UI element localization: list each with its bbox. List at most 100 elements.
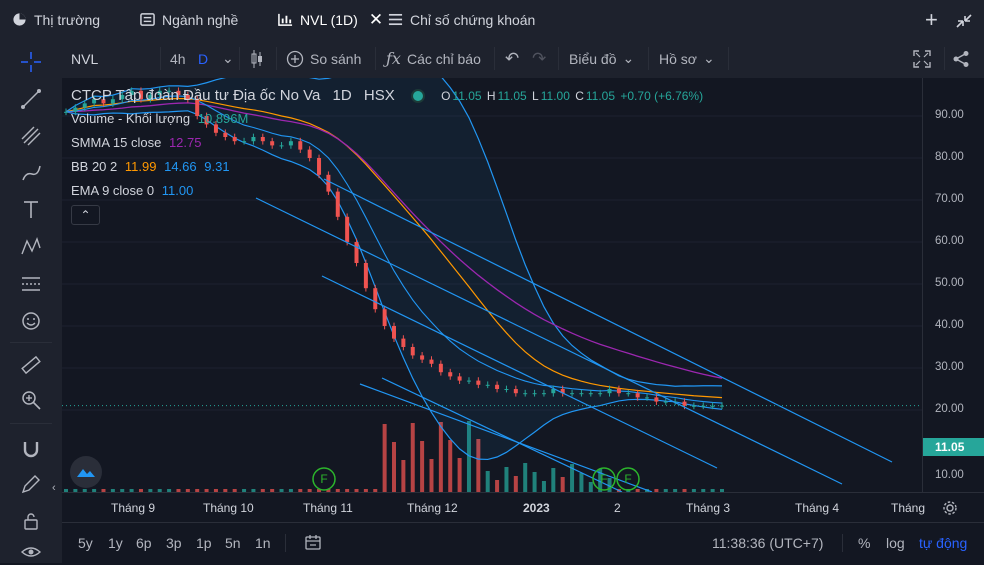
date-range-icon[interactable] (304, 534, 322, 555)
interval-4h[interactable]: 4h (170, 39, 186, 78)
lock-icon[interactable] (18, 508, 44, 534)
candle-body (260, 137, 265, 142)
volume-bar (120, 489, 125, 492)
interval-d-label: D (198, 50, 209, 67)
volume-bar (466, 421, 471, 492)
range-1y[interactable]: 1y (108, 535, 123, 551)
compare-label: So sánh (310, 50, 362, 67)
collapse-legend-button[interactable]: ⌃ (71, 205, 100, 225)
candle-body (607, 389, 612, 394)
pitchfork-icon[interactable] (18, 123, 44, 149)
collapse-icon[interactable] (955, 13, 973, 29)
volume-bar (110, 489, 115, 492)
brush-icon[interactable] (18, 160, 44, 186)
ema-line (65, 95, 723, 404)
expand-arrow-icon[interactable]: ‹ (52, 482, 56, 494)
zoom-in-icon[interactable] (18, 387, 44, 413)
volume-bar (673, 489, 678, 492)
interval-d[interactable]: D (198, 39, 208, 78)
range-1n[interactable]: 1n (255, 535, 271, 551)
toolbar-divider (285, 534, 286, 552)
volume-bar (541, 481, 546, 492)
volume-legend[interactable]: Volume - Khối lượng 10.896M (71, 111, 248, 126)
smma-label: SMMA 15 close (71, 135, 162, 150)
price-axis[interactable]: 90.00 80.00 70.00 60.00 50.00 40.00 30.0… (922, 78, 984, 492)
price-tick: 50.00 (935, 277, 964, 289)
volume-bar (148, 489, 153, 492)
candle-body (495, 384, 500, 389)
undo-icon[interactable]: ↶ (505, 48, 520, 68)
crosshair-icon[interactable] (18, 49, 44, 75)
volume-bar (73, 489, 78, 492)
candle-body (195, 99, 200, 116)
volume-bar (420, 441, 425, 492)
volume-bar (588, 482, 593, 492)
candle-body (570, 393, 575, 395)
bb-legend[interactable]: BB 20 2 11.99 14.66 9.31 (71, 159, 230, 174)
log-scale-toggle[interactable]: log (886, 535, 905, 551)
symbol-search[interactable]: NVL (71, 39, 98, 78)
market-status-icon (410, 89, 425, 104)
smma-line (65, 102, 723, 379)
tab-nvl-label: NVL (1D) (300, 11, 358, 28)
profile-dropdown[interactable]: Hồ sơ ⌄ (659, 39, 715, 78)
range-5y[interactable]: 5y (78, 535, 93, 551)
auto-scale-toggle[interactable]: tự động (919, 535, 968, 551)
range-5n[interactable]: 5n (225, 535, 241, 551)
volume-bar (701, 489, 706, 492)
list-icon (140, 13, 155, 26)
trend-line-icon[interactable] (18, 86, 44, 112)
ema-legend[interactable]: EMA 9 close 0 11.00 (71, 183, 193, 198)
tab-industry-label: Ngành nghề (162, 11, 239, 28)
volume-bar (438, 422, 443, 492)
percent-scale-toggle[interactable]: % (858, 535, 871, 551)
volume-bar (382, 424, 387, 492)
pencil-lock-icon[interactable] (18, 471, 44, 497)
measure-icon[interactable] (18, 271, 44, 297)
tab-nvl-chart[interactable]: NVL (1D) ✕ (278, 0, 384, 41)
candle-body (335, 191, 340, 217)
range-3p[interactable]: 3p (166, 535, 182, 551)
volume-bar (476, 439, 481, 492)
candle-body (101, 99, 106, 104)
chart-pane[interactable]: F F F CTCP Tập đoàn Đầu tư Địa ốc No Va 1D… (62, 78, 922, 492)
range-1p[interactable]: 1p (196, 535, 212, 551)
candle-body (120, 95, 125, 100)
text-tool-icon[interactable] (18, 197, 44, 223)
legend-exchange: HSX (363, 87, 395, 104)
redo-icon[interactable]: ↷ (532, 48, 547, 68)
legend-header: CTCP Tập đoàn Đầu tư Địa ốc No Va 1D HSX… (71, 87, 705, 104)
time-axis[interactable]: Tháng 9 Tháng 10 Tháng 11 Tháng 12 2023 … (62, 492, 984, 523)
compare-button[interactable]: So sánh (286, 39, 361, 78)
chart-type-dropdown[interactable]: Biểu đồ ⌄ (569, 39, 634, 78)
profile-label: Hồ sơ (659, 50, 697, 67)
candle-body (701, 405, 706, 407)
tab-industry[interactable]: Ngành nghề (140, 0, 238, 39)
magnet-icon[interactable] (18, 436, 44, 462)
bollinger-band-fill (66, 78, 722, 460)
close-tab-icon[interactable]: ✕ (368, 9, 384, 29)
interval-dropdown-icon[interactable]: ⌄ (222, 50, 234, 66)
candlestick-style-icon[interactable] (250, 39, 264, 78)
ruler-icon[interactable] (18, 352, 44, 378)
range-6p[interactable]: 6p (136, 535, 152, 551)
candle-body (185, 95, 190, 100)
settings-gear-icon[interactable] (942, 500, 958, 519)
candle-body (73, 107, 78, 112)
tab-market[interactable]: Thị trường (12, 0, 100, 39)
fullscreen-icon[interactable] (913, 39, 931, 78)
eye-icon[interactable] (18, 539, 44, 565)
smma-legend[interactable]: SMMA 15 close 12.75 (71, 135, 202, 150)
add-tab-icon[interactable]: + (925, 6, 938, 32)
ema-label: EMA 9 close 0 (71, 183, 155, 198)
share-icon[interactable] (952, 39, 970, 78)
tab-stock-index[interactable]: Chỉ số chứng khoán (388, 0, 535, 39)
plus-circle-icon (286, 50, 304, 67)
volume-bar (101, 489, 106, 492)
volume-bar (167, 489, 172, 492)
indicators-button[interactable]: ƒx Các chỉ báo (386, 39, 481, 78)
candle-body (560, 389, 565, 394)
emoji-icon[interactable] (18, 308, 44, 334)
pattern-icon[interactable] (18, 234, 44, 260)
